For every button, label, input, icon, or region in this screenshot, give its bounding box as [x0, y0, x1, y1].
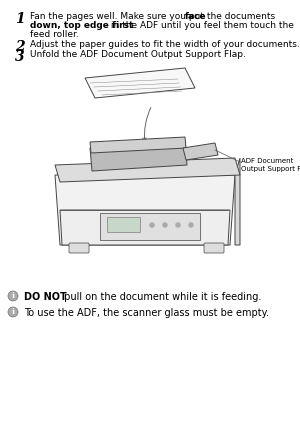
- Text: Fan the pages well. Make sure you put the documents: Fan the pages well. Make sure you put th…: [30, 12, 278, 21]
- Text: in the ADF until you feel them touch the: in the ADF until you feel them touch the: [108, 21, 294, 30]
- Circle shape: [149, 223, 154, 227]
- Polygon shape: [90, 137, 186, 153]
- Text: ADF Document: ADF Document: [241, 158, 293, 164]
- Text: Output Support Flap: Output Support Flap: [241, 166, 300, 172]
- Text: feed roller.: feed roller.: [30, 30, 79, 39]
- Polygon shape: [235, 158, 240, 245]
- Text: i: i: [11, 292, 14, 300]
- Text: DO NOT: DO NOT: [24, 292, 67, 302]
- Text: To use the ADF, the scanner glass must be empty.: To use the ADF, the scanner glass must b…: [24, 308, 269, 318]
- Circle shape: [188, 223, 194, 227]
- Text: i: i: [11, 308, 14, 316]
- Polygon shape: [100, 213, 200, 240]
- Text: down, top edge first: down, top edge first: [30, 21, 134, 30]
- FancyBboxPatch shape: [69, 243, 89, 253]
- Text: Adjust the paper guides to fit the width of your documents.: Adjust the paper guides to fit the width…: [30, 40, 300, 49]
- Text: 2: 2: [15, 40, 25, 54]
- Polygon shape: [183, 143, 218, 160]
- Circle shape: [8, 291, 18, 301]
- Polygon shape: [55, 175, 235, 245]
- Text: pull on the document while it is feeding.: pull on the document while it is feeding…: [61, 292, 261, 302]
- Polygon shape: [90, 142, 187, 171]
- Text: face: face: [185, 12, 207, 21]
- FancyBboxPatch shape: [204, 243, 224, 253]
- Polygon shape: [55, 158, 240, 182]
- Circle shape: [163, 223, 167, 227]
- Text: Unfold the ADF Document Output Support Flap.: Unfold the ADF Document Output Support F…: [30, 50, 246, 59]
- Circle shape: [8, 307, 18, 317]
- Text: 3: 3: [15, 50, 25, 64]
- Polygon shape: [85, 68, 195, 98]
- Text: 1: 1: [15, 12, 25, 26]
- FancyBboxPatch shape: [107, 218, 140, 232]
- Circle shape: [176, 223, 181, 227]
- Polygon shape: [60, 210, 230, 245]
